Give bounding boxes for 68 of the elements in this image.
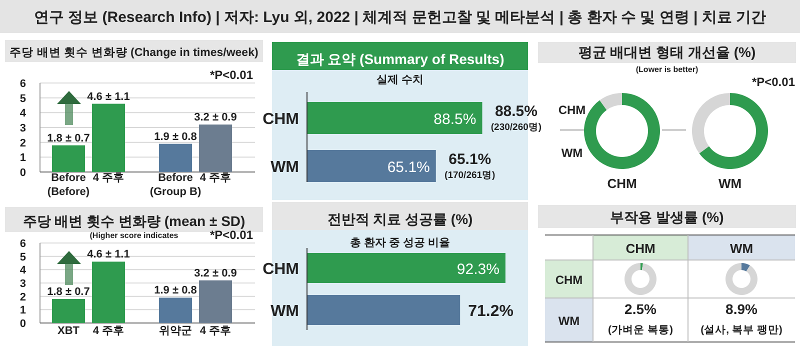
x-tick-label: Before (Before) — [47, 172, 90, 198]
y-tick-label: 4 — [20, 108, 27, 120]
text: *P<0.01 — [210, 228, 254, 242]
text: (설사, 복부 팽만) — [700, 324, 782, 336]
y-tick-label: 5 — [20, 92, 26, 105]
chart-subtitle: (Lower is better) — [636, 65, 698, 74]
y-tick-label: 3 — [20, 278, 26, 290]
y-tick-label: 6 — [20, 238, 26, 250]
y-tick-label: 2 — [20, 137, 26, 150]
text: (가벼운 복통) — [608, 324, 673, 336]
chart-title: 주당 배변 횟수 변화량 (mean ± SD) — [22, 213, 246, 229]
data-label: 1.9 ± 0.8 — [154, 130, 197, 143]
x-tick-label: 4 주후 — [200, 325, 232, 337]
text: 연구 정보 (Research Info) | 저자: Lyu 외, 2022 | 체계적 문헌고찰 및 메타분석 | 총 환자 수 및 연령 | 치료 기간 — [34, 9, 766, 26]
x-tick-label: 위약군 — [159, 325, 192, 337]
chart-title: 주당 배변 횟수 변화량 (Change in times/week) — [10, 46, 258, 59]
y-tick-label: 5 — [20, 251, 26, 264]
data-label: 1.9 ± 0.8 — [154, 284, 197, 297]
y-tick-label: 0 — [20, 318, 26, 330]
x-tick-label: 4 주후 — [92, 172, 124, 184]
y-tick-label: 1 — [20, 152, 26, 164]
x-tick-label: XBT — [58, 325, 80, 337]
chart-title: 결과 요약 (Summary of Results) — [296, 51, 504, 67]
chart-title: 전반적 치료 성공률 (%) — [327, 211, 473, 227]
data-label: 65.1% — [387, 159, 430, 176]
data-label: 88.5% — [434, 111, 476, 128]
text: CHM — [558, 103, 586, 117]
text: CHM — [555, 273, 583, 287]
chart-subtitle: 실제 수치 — [376, 74, 424, 86]
chart-subtitle: (Higher score indicates — [90, 231, 179, 240]
text: (230/260명) — [490, 122, 542, 133]
data-label: 1.8 ± 0.7 — [47, 286, 90, 298]
data-label: 4.6 ± 1.1 — [87, 90, 130, 103]
slice-label: WM — [730, 241, 754, 256]
chart-title: 부작용 발생률 (%) — [610, 209, 724, 225]
y-tick-label: WM — [270, 303, 299, 320]
text: WM — [561, 146, 583, 160]
x-tick-label: Before (Group B) — [150, 172, 202, 198]
text: *P<0.01 — [752, 75, 796, 89]
y-tick-label: CHM — [262, 261, 299, 278]
y-tick-label: 2 — [20, 291, 26, 304]
y-tick-label: WM — [270, 159, 299, 176]
y-tick-label: 3 — [20, 122, 26, 134]
text: WM — [558, 314, 580, 328]
data-label: 92.3% — [456, 261, 500, 278]
annotation: (170/261명) — [444, 170, 496, 181]
text: 88.5% — [494, 103, 538, 120]
y-tick-label: 6 — [20, 78, 26, 90]
data-label: 71.2% — [468, 303, 514, 320]
data-label: 3.2 ± 0.9 — [194, 112, 237, 124]
data-label: 4.6 ± 1.1 — [87, 248, 130, 261]
data-label: 1.8 ± 0.7 — [47, 132, 90, 144]
annotation: 65.1% — [448, 151, 492, 168]
y-tick-label: 4 — [20, 264, 27, 277]
text: 2.5% — [624, 301, 657, 317]
text: 8.9% — [726, 301, 758, 317]
y-tick-label: 1 — [20, 304, 26, 317]
text: *P<0.01 — [210, 68, 254, 82]
slice-label: CHM — [626, 241, 656, 256]
x-tick-label: 4 주후 — [200, 172, 232, 184]
slice-label: WM — [718, 176, 742, 191]
chart-title: 평균 배대변 형태 개선율 (%) — [578, 44, 756, 60]
chart-subtitle: 총 환자 중 성공 비율 — [350, 237, 450, 249]
x-tick-label: 4 주후 — [92, 325, 124, 337]
slice-label: CHM — [607, 176, 637, 191]
y-tick-label: CHM — [262, 111, 299, 128]
y-tick-label: 0 — [20, 167, 26, 179]
data-label: 3.2 ± 0.9 — [194, 267, 237, 280]
